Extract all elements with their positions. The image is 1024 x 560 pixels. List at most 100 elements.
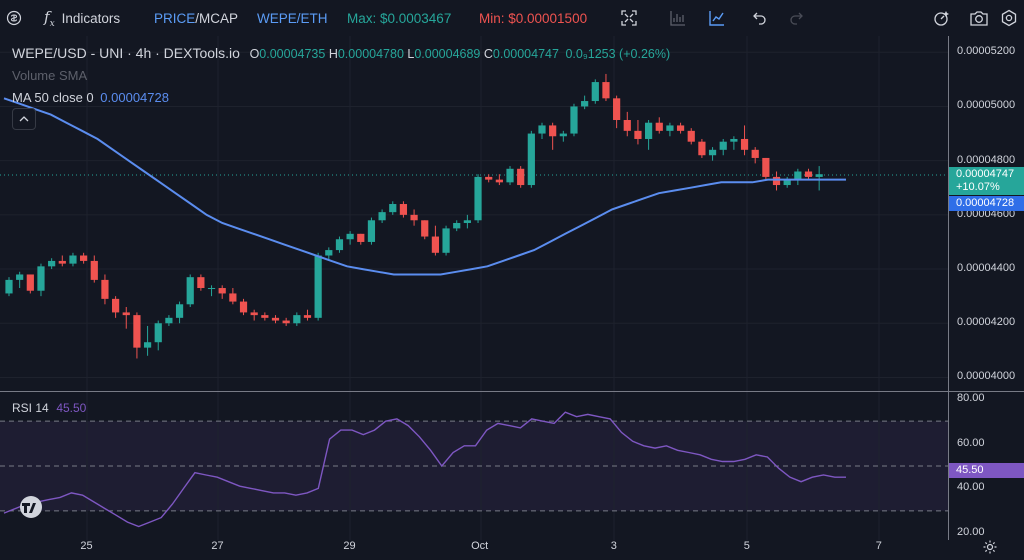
candle [602, 73, 610, 102]
candle-body [815, 174, 823, 177]
candle-body [549, 125, 557, 137]
ma-legend[interactable]: MA 50 close 0 0.00004728 [12, 90, 169, 105]
screenshot-icon[interactable] [969, 0, 989, 36]
time-axis-label: 29 [343, 540, 356, 552]
candle [69, 252, 77, 267]
candle [698, 138, 706, 158]
indicators-label: Indicators [61, 10, 121, 26]
candle-body [271, 317, 280, 321]
mcap-option[interactable]: MCAP [199, 10, 239, 26]
candle [5, 277, 13, 297]
chart-type-icon[interactable] [708, 0, 726, 36]
candle [165, 315, 173, 326]
price-chart[interactable] [0, 36, 948, 391]
candle-body [5, 279, 13, 294]
price-axis[interactable] [948, 36, 1024, 540]
price-mcap-toggle[interactable]: PRICE / MCAP [154, 10, 239, 26]
candle-body [794, 171, 802, 180]
candle [239, 298, 248, 316]
candle-body [762, 157, 770, 177]
collapse-legend-button[interactable] [12, 108, 36, 130]
candle [271, 315, 280, 324]
rsi-label: RSI 14 [12, 401, 49, 415]
candle-body [431, 236, 439, 253]
candle-body [314, 255, 322, 318]
candle [666, 122, 674, 137]
candle-body [367, 220, 376, 242]
candle [16, 271, 24, 289]
candle [463, 214, 471, 229]
chart-title: WEPE/USD - UNI · 4h · DEXTools.io [12, 45, 240, 61]
candle-body [410, 214, 418, 221]
candle [570, 103, 578, 137]
rsi-axis-label: 40.00 [957, 481, 985, 494]
time-axis-label: 3 [610, 540, 617, 552]
undo-icon[interactable] [752, 0, 768, 36]
rsi-chart[interactable] [0, 392, 948, 540]
candle-body [804, 171, 813, 177]
candle-body [26, 274, 34, 291]
candle [399, 201, 408, 218]
candle [133, 312, 141, 359]
candle-body [239, 301, 248, 313]
crosshair-settings-icon[interactable] [933, 0, 951, 36]
candle [613, 95, 621, 129]
candle [101, 274, 109, 305]
price-axis-label: 0.00004400 [957, 262, 1016, 275]
candle [549, 122, 557, 150]
candle [303, 309, 312, 321]
candle [218, 285, 226, 299]
low-label: L [407, 47, 415, 61]
candle-body [293, 315, 301, 324]
candle-body [165, 317, 173, 324]
candle-body [645, 122, 653, 139]
candle [26, 274, 34, 294]
volume-sma-label: Volume SMA [12, 68, 88, 83]
indicators-button[interactable]: 𝑓x Indicators [44, 0, 120, 36]
candle [154, 320, 162, 351]
rsi-pane[interactable]: RSI 14 45.50 [0, 392, 948, 540]
price-chart-pane[interactable]: WEPE/USD - UNI · 4h · DEXTools.io O0.000… [0, 36, 948, 391]
candle [687, 128, 695, 145]
candle [751, 147, 759, 164]
high-label: H [328, 47, 338, 61]
candle [143, 325, 152, 356]
candle [559, 130, 567, 142]
candle-body [218, 288, 226, 294]
candle [655, 117, 663, 134]
volume-legend[interactable]: Volume SMA [12, 68, 87, 83]
candle-body [719, 141, 727, 150]
low-value: 0.00004689 [414, 47, 481, 61]
candle [527, 130, 535, 188]
candle-body [570, 106, 578, 134]
symbol-menu-icon[interactable] [6, 0, 22, 36]
redo-icon[interactable] [788, 0, 804, 36]
candle-body [186, 277, 194, 305]
axis-settings-icon[interactable] [982, 539, 998, 560]
price-axis-label: 0.00005200 [957, 45, 1016, 58]
candle [122, 306, 130, 329]
price-option[interactable]: PRICE [154, 10, 196, 26]
candle-body [453, 222, 461, 229]
settings-icon[interactable] [1000, 0, 1018, 36]
fullscreen-icon[interactable] [620, 0, 638, 36]
pane-divider[interactable] [0, 391, 1024, 392]
tradingview-logo[interactable] [16, 496, 46, 523]
candle-body [303, 315, 312, 318]
candle-body [591, 82, 599, 102]
high-value: 0.00004780 [337, 47, 404, 61]
candle [506, 166, 514, 186]
candle-body [666, 125, 674, 131]
bar-chart-icon[interactable] [669, 0, 687, 36]
pair-toggle[interactable]: WEPE/ETH [257, 0, 328, 36]
candle-body [112, 298, 120, 313]
candle-body [442, 228, 450, 253]
candle-body [69, 255, 77, 264]
rsi-value: 45.50 [56, 401, 87, 415]
rsi-legend[interactable]: RSI 14 45.50 [12, 400, 86, 415]
ma-price-value: 0.00004728 [956, 197, 1015, 209]
pair-label: WEPE/ETH [257, 10, 328, 26]
candle [442, 225, 450, 256]
candle-body [399, 204, 408, 215]
candle [197, 274, 205, 291]
